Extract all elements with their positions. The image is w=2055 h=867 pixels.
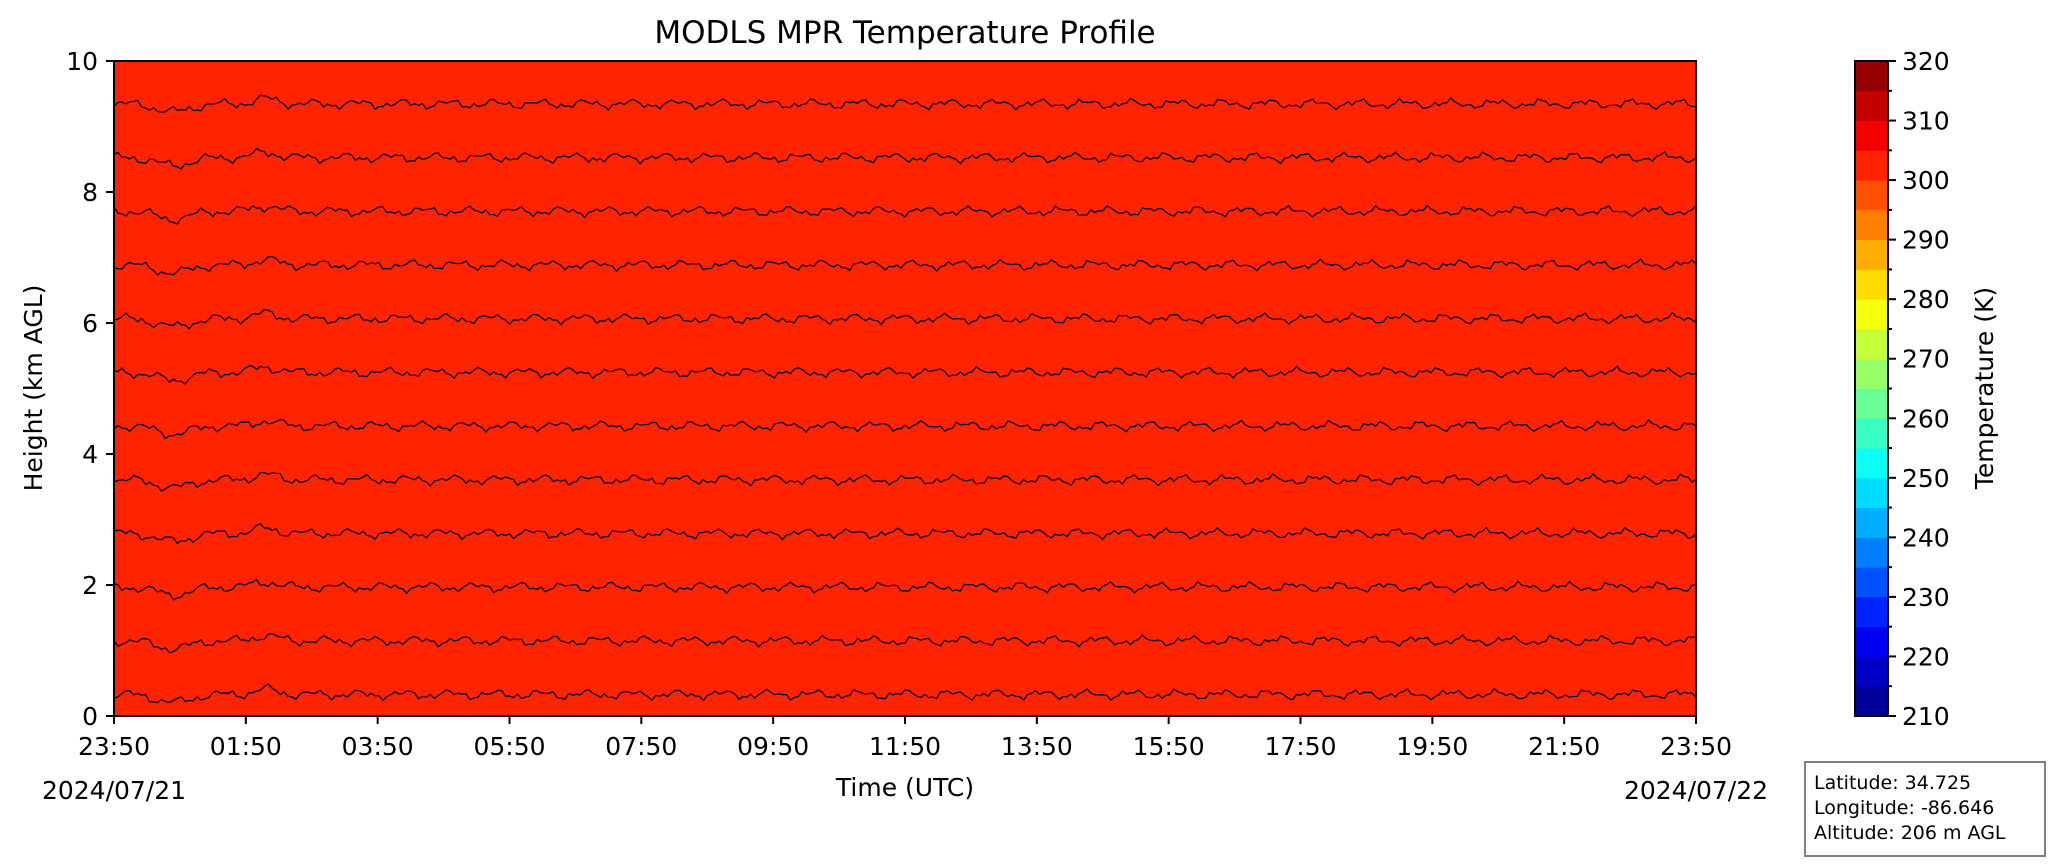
x-tick-label: 09:50 xyxy=(737,732,809,761)
contour-line-265 xyxy=(114,308,1696,330)
x-tick-label: 23:50 xyxy=(78,732,150,761)
contour-line-295 xyxy=(114,632,1696,654)
colorbar-segment-250 xyxy=(1855,448,1888,479)
colorbar-segment-255 xyxy=(1855,418,1888,449)
colorbar-segment-280 xyxy=(1855,269,1888,300)
x-axis-ticks: 23:50 01:50 03:50 05:50 07:50 09:50 11:50 13:50… xyxy=(78,716,1732,761)
y-tick-label: 2 xyxy=(82,571,98,600)
colorbar-segment-315 xyxy=(1855,61,1888,92)
colorbar-segment-220 xyxy=(1855,626,1888,657)
contour-line-260 xyxy=(114,255,1696,276)
end-date-label: 2024/07/22 xyxy=(1624,776,1768,805)
colorbar-tick-label: 210 xyxy=(1902,702,1950,731)
colorbar-segment-225 xyxy=(1855,596,1888,628)
colorbar-tick-label: 250 xyxy=(1902,464,1950,493)
y-tick-label: 6 xyxy=(82,309,98,338)
colorbar-tick-label: 310 xyxy=(1902,107,1950,136)
y-tick-label: 10 xyxy=(66,47,98,76)
contour-line-270 xyxy=(114,365,1696,385)
contour-line-285 xyxy=(114,523,1696,545)
colorbar-label: Temperature (K) xyxy=(1970,287,1999,490)
contour-line-255 xyxy=(114,204,1696,225)
colorbar-segment-230 xyxy=(1855,567,1888,598)
colorbar-segment-275 xyxy=(1855,299,1888,330)
colorbar-segment-295 xyxy=(1855,180,1888,211)
colorbar-tick-label: 270 xyxy=(1902,345,1950,374)
colorbar-segment-300 xyxy=(1855,150,1888,181)
location-info-box: Latitude: 34.725 Longitude: -86.646 Alti… xyxy=(1804,761,2046,857)
x-axis-label: Time (UTC) xyxy=(835,773,974,802)
colorbar-tick-label: 320 xyxy=(1902,47,1950,76)
x-tick-label: 01:50 xyxy=(210,732,282,761)
x-tick-label: 21:50 xyxy=(1528,732,1600,761)
contour-line-300 xyxy=(114,683,1696,704)
contour-line-290 xyxy=(114,578,1696,601)
x-tick-label: 23:50 xyxy=(1660,732,1732,761)
contour-line-280 xyxy=(114,471,1696,492)
x-tick-label: 17:50 xyxy=(1264,732,1336,761)
colorbar-segment-210 xyxy=(1855,686,1888,717)
colorbar-tick-label: 280 xyxy=(1902,285,1950,314)
colorbar-tick-label: 290 xyxy=(1902,226,1950,255)
x-tick-label: 05:50 xyxy=(473,732,545,761)
contour-line-245 xyxy=(114,94,1696,114)
chart-title: MODLS MPR Temperature Profile xyxy=(654,15,1155,51)
latitude-text: Latitude: 34.725 xyxy=(1814,772,1972,794)
x-tick-label: 15:50 xyxy=(1133,732,1205,761)
x-tick-label: 19:50 xyxy=(1396,732,1468,761)
contour-line-275 xyxy=(114,418,1696,440)
contour-line-250 xyxy=(114,147,1696,170)
colorbar-segment-305 xyxy=(1855,120,1888,151)
temperature-band-235 xyxy=(114,0,1696,8)
y-axis-label: Height (km AGL) xyxy=(19,285,48,492)
longitude-text: Longitude: -86.646 xyxy=(1814,797,1995,819)
colorbar-segment-310 xyxy=(1855,90,1888,122)
colorbar-segment-235 xyxy=(1855,537,1888,568)
colorbar-segment-260 xyxy=(1855,388,1888,419)
colorbar-ticks: 210 220 230 240 250 260 270 280 290 300 310 320 xyxy=(1888,47,1950,731)
colorbar-segment-265 xyxy=(1855,358,1888,389)
colorbar-segment-240 xyxy=(1855,507,1888,538)
colorbar-segment-270 xyxy=(1855,328,1888,360)
colorbar-segment-215 xyxy=(1855,656,1888,687)
x-tick-label: 11:50 xyxy=(869,732,941,761)
colorbar-tick-label: 300 xyxy=(1902,166,1950,195)
colorbar xyxy=(1854,60,1889,717)
y-tick-label: 0 xyxy=(82,702,98,731)
x-tick-label: 07:50 xyxy=(605,732,677,761)
altitude-text: Altitude: 206 m AGL xyxy=(1814,822,2006,844)
y-tick-label: 4 xyxy=(82,440,98,469)
temperature-field xyxy=(114,0,1696,716)
colorbar-segment-245 xyxy=(1855,477,1888,509)
x-tick-label: 03:50 xyxy=(342,732,414,761)
colorbar-tick-label: 220 xyxy=(1902,642,1950,671)
colorbar-tick-label: 230 xyxy=(1902,583,1950,612)
start-date-label: 2024/07/21 xyxy=(42,776,186,805)
x-tick-label: 13:50 xyxy=(1001,732,1073,761)
temperature-contours xyxy=(114,61,1696,704)
colorbar-segment-290 xyxy=(1855,209,1888,241)
colorbar-tick-label: 260 xyxy=(1902,404,1950,433)
temperature-band-305 xyxy=(114,61,1696,716)
y-axis-ticks: 0 2 4 6 8 10 xyxy=(66,47,114,731)
colorbar-tick-label: 240 xyxy=(1902,523,1950,552)
colorbar-segment-285 xyxy=(1855,239,1888,270)
y-tick-label: 8 xyxy=(82,178,98,207)
